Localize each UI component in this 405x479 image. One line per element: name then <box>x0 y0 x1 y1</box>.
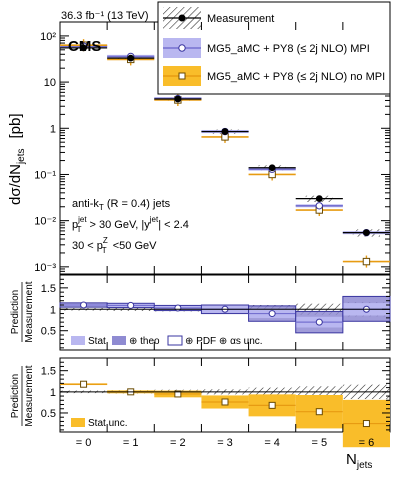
xtick-label: = 1 <box>123 437 139 449</box>
xtick-label: = 4 <box>264 437 280 449</box>
main-ytick-label: 10⁻² <box>34 216 56 228</box>
ratio-ytick-label: 0.5 <box>41 408 56 420</box>
ratio-ytick-label: 1 <box>50 387 56 399</box>
ratio1-ylabel-top: Prediction <box>10 290 21 334</box>
ratio2-legend: Stat unc. <box>71 418 127 429</box>
ratio-point <box>221 398 229 406</box>
ratio-point <box>315 408 323 416</box>
measurement-point <box>80 44 87 52</box>
ratio2-ylabel: Prediction Measurement <box>10 365 35 426</box>
nompi-point <box>362 257 371 266</box>
info-line-1: anti-kT (R = 0.4) jets <box>72 198 171 212</box>
ratio-point <box>127 301 135 309</box>
main-ytick-label: 1 <box>50 123 56 135</box>
xtick-label: = 5 <box>311 437 327 449</box>
ratio-point <box>268 401 276 409</box>
x-axis: = 0 = 1 = 2 = 3 = 4 = 5 = 6 <box>59 22 391 449</box>
ratio2-legend-stat: Stat unc. <box>88 418 127 429</box>
main-ylabel: dσ/dN <box>7 164 24 205</box>
main-ylabel-sub: jets <box>16 148 27 165</box>
ratio-point <box>174 304 182 312</box>
ratio1-legend-stat: Stat <box>88 336 106 347</box>
info-line-2: pjet T > 30 GeV, |yjet| < 2.4 <box>72 215 189 234</box>
ratio-point <box>80 301 88 309</box>
ratio1-ylabel: Prediction Measurement <box>10 281 35 342</box>
ratio-point <box>362 420 370 428</box>
measurement-point <box>174 95 182 103</box>
x-axis-label: Njets <box>346 451 372 471</box>
ratio1-legend-theo: ⊕ theo <box>129 336 160 347</box>
ratio-panel-nompi: 0.5 1 1.5 Prediction Measurement Stat unc. <box>10 357 391 448</box>
main-y-axis-label: dσ/dNjets [pb] <box>7 113 27 205</box>
ratio2-ylabel-bottom: Measurement <box>24 365 35 426</box>
ratio-ytick-label: 0.5 <box>41 326 56 338</box>
ratio1-legend: Stat ⊕ theo ⊕ PDF ⊕ αs unc. <box>71 335 263 347</box>
xtick-label: = 6 <box>359 437 375 449</box>
ratio2-series <box>60 380 390 448</box>
measurement-point <box>315 195 323 203</box>
ratio1-ylabel-bottom: Measurement <box>24 281 35 342</box>
xtick-label: = 3 <box>217 437 233 449</box>
legend-mpi-marker <box>178 44 186 52</box>
xtick-label: = 0 <box>76 437 92 449</box>
ratio2-y-ticks: 0.5 1 1.5 <box>41 357 390 431</box>
measurement-point <box>363 229 370 237</box>
ratio1-y-ticks: 0.5 1 1.5 <box>41 274 390 349</box>
experiment-label: CMS <box>68 38 101 55</box>
ratio-panel-mpi: 0.5 1 1.5 Prediction Measurement Stat ⊕ th… <box>10 274 391 351</box>
legend-nompi-label: MG5_aMC + PY8 (≤ 2j NLO) no MPI <box>207 71 385 83</box>
ratio-point <box>268 310 276 318</box>
ratio-ytick-label: 1.5 <box>41 366 56 378</box>
main-legend: Measurement MG5_aMC + PY8 (≤ 2j NLO) MPI… <box>157 1 391 95</box>
main-panel: 10⁻³ 10⁻² 10⁻¹ 1 10 10² 36.3 fb⁻¹ (13 TeV) CM… <box>7 1 391 275</box>
measurement-point <box>221 128 229 135</box>
lumi-label: 36.3 fb⁻¹ (13 TeV) <box>61 10 149 22</box>
ratio-point <box>80 380 88 388</box>
legend-measurement-label: Measurement <box>207 13 274 25</box>
ratio-point <box>174 390 182 398</box>
legend-mpi-label: MG5_aMC + PY8 (≤ 2j NLO) MPI <box>207 43 370 55</box>
mpi-point <box>315 202 323 210</box>
main-ytick-label: 10⁻¹ <box>34 169 56 181</box>
info-box: anti-kT (R = 0.4) jets pjet T > 30 GeV, |… <box>72 198 189 255</box>
ratio-point <box>315 318 323 326</box>
main-series <box>60 39 390 268</box>
ratio1-legend-pdf: ⊕ PDF ⊕ αs unc. <box>185 336 263 347</box>
main-ylabel-unit: [pb] <box>7 113 24 138</box>
measurement-point <box>268 164 276 172</box>
xtick-label: = 2 <box>170 437 186 449</box>
main-ytick-label: 10² <box>40 31 56 43</box>
info-line-3: 30 < pZ T <50 GeV <box>72 236 157 255</box>
main-ytick-label: 10⁻³ <box>34 262 56 274</box>
ratio1-series <box>59 295 391 334</box>
ratio2-ylabel-top: Prediction <box>10 374 21 418</box>
ratio-ytick-label: 1 <box>50 304 56 316</box>
legend-measurement-marker <box>178 14 186 22</box>
ratio-ytick-label: 1.5 <box>41 283 56 295</box>
svg-text:dσ/dNjets[pb]: dσ/dNjets [pb] <box>7 113 27 205</box>
measurement-point <box>127 54 135 62</box>
main-ytick-label: 10 <box>44 77 56 89</box>
legend-nompi-marker <box>178 72 186 80</box>
